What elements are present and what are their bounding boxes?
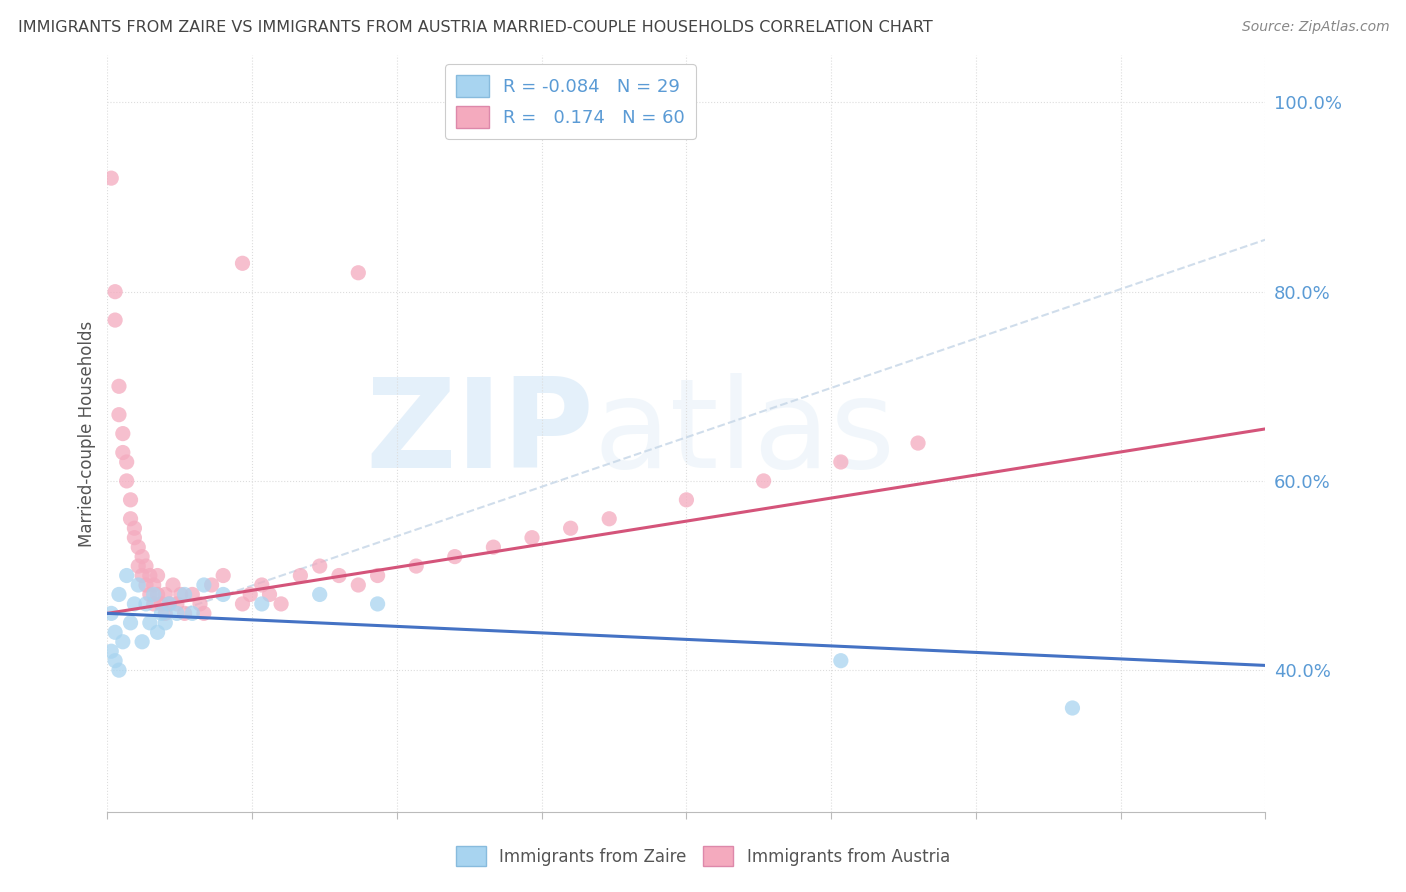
Text: ZIP: ZIP — [366, 373, 593, 494]
Point — [124, 521, 146, 535]
Point — [155, 607, 177, 621]
Point — [270, 597, 292, 611]
Point — [367, 597, 389, 611]
Point — [520, 531, 543, 545]
Point — [231, 597, 253, 611]
Point — [131, 568, 153, 582]
Point — [181, 607, 204, 621]
Point — [308, 587, 330, 601]
Point — [135, 597, 157, 611]
Point — [146, 625, 169, 640]
Point — [139, 587, 162, 601]
Point — [115, 568, 138, 582]
Point — [157, 597, 180, 611]
Point — [290, 568, 312, 582]
Point — [135, 578, 157, 592]
Point — [142, 578, 165, 592]
Point — [201, 578, 224, 592]
Point — [100, 171, 122, 186]
Point — [115, 474, 138, 488]
Point — [120, 512, 142, 526]
Point — [127, 559, 149, 574]
Point — [111, 426, 134, 441]
Point — [124, 531, 146, 545]
Point — [127, 578, 149, 592]
Point — [108, 663, 131, 677]
Point — [752, 474, 775, 488]
Point — [131, 549, 153, 564]
Point — [250, 597, 273, 611]
Point — [108, 379, 131, 393]
Point — [157, 597, 180, 611]
Point — [111, 634, 134, 648]
Point — [188, 597, 211, 611]
Point — [907, 436, 929, 450]
Point — [120, 615, 142, 630]
Point — [111, 445, 134, 459]
Point — [560, 521, 582, 535]
Point — [212, 568, 235, 582]
Point — [146, 568, 169, 582]
Legend: Immigrants from Zaire, Immigrants from Austria: Immigrants from Zaire, Immigrants from A… — [450, 839, 956, 873]
Point — [231, 256, 253, 270]
Point — [127, 540, 149, 554]
Point — [250, 578, 273, 592]
Point — [104, 285, 127, 299]
Point — [100, 644, 122, 658]
Point — [150, 597, 173, 611]
Point — [347, 578, 370, 592]
Y-axis label: Married-couple Households: Married-couple Households — [79, 320, 96, 547]
Point — [155, 615, 177, 630]
Point — [193, 578, 215, 592]
Point — [139, 568, 162, 582]
Point — [367, 568, 389, 582]
Point — [150, 607, 173, 621]
Point — [142, 587, 165, 601]
Point — [328, 568, 350, 582]
Text: IMMIGRANTS FROM ZAIRE VS IMMIGRANTS FROM AUSTRIA MARRIED-COUPLE HOUSEHOLDS CORRE: IMMIGRANTS FROM ZAIRE VS IMMIGRANTS FROM… — [18, 20, 934, 35]
Point — [166, 607, 188, 621]
Point — [212, 587, 235, 601]
Point — [170, 587, 193, 601]
Point — [142, 597, 165, 611]
Point — [166, 597, 188, 611]
Point — [155, 587, 177, 601]
Point — [162, 578, 184, 592]
Point — [347, 266, 370, 280]
Point — [120, 492, 142, 507]
Legend: R = -0.084   N = 29, R =   0.174   N = 60: R = -0.084 N = 29, R = 0.174 N = 60 — [446, 64, 696, 139]
Point — [115, 455, 138, 469]
Point — [675, 492, 697, 507]
Point — [308, 559, 330, 574]
Point — [259, 587, 281, 601]
Text: atlas: atlas — [593, 373, 896, 494]
Point — [598, 512, 620, 526]
Point — [108, 408, 131, 422]
Point — [405, 559, 427, 574]
Point — [104, 313, 127, 327]
Text: Source: ZipAtlas.com: Source: ZipAtlas.com — [1241, 20, 1389, 34]
Point — [124, 597, 146, 611]
Point — [100, 607, 122, 621]
Point — [193, 607, 215, 621]
Point — [135, 559, 157, 574]
Point — [108, 587, 131, 601]
Point — [139, 615, 162, 630]
Point — [239, 587, 262, 601]
Point — [443, 549, 465, 564]
Point — [830, 654, 852, 668]
Point — [482, 540, 505, 554]
Point — [104, 625, 127, 640]
Point — [131, 634, 153, 648]
Point — [146, 587, 169, 601]
Point — [173, 587, 195, 601]
Point — [1062, 701, 1084, 715]
Point — [830, 455, 852, 469]
Point — [181, 587, 204, 601]
Point — [104, 654, 127, 668]
Point — [173, 607, 195, 621]
